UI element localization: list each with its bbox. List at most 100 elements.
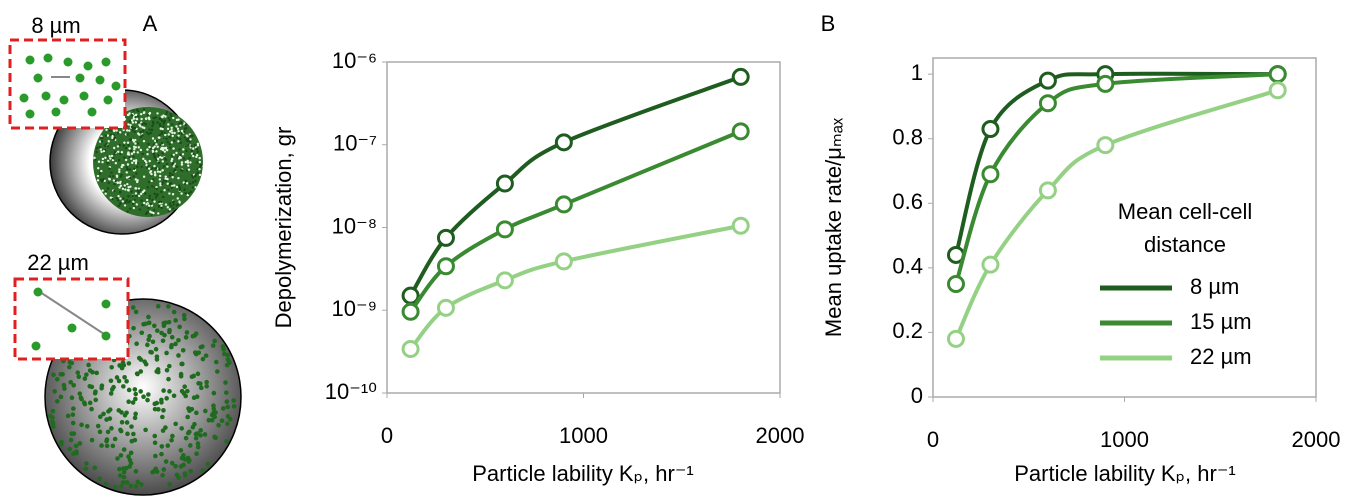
cell-dot bbox=[89, 406, 94, 412]
cell-dot bbox=[123, 141, 126, 144]
cell-dot bbox=[70, 420, 76, 426]
cell-dot bbox=[196, 161, 199, 164]
cell-dot bbox=[152, 122, 155, 125]
cell-dot bbox=[130, 305, 136, 310]
cell-dot bbox=[136, 180, 139, 184]
cell-dot bbox=[153, 173, 157, 176]
zoom-cell bbox=[83, 61, 93, 71]
cell-dot bbox=[113, 150, 117, 154]
cell-dot bbox=[163, 459, 169, 464]
cell-dot bbox=[200, 468, 206, 473]
cell-dot bbox=[107, 181, 111, 184]
cell-dot bbox=[141, 134, 144, 137]
cell-dot bbox=[175, 151, 178, 155]
zoom-cell bbox=[101, 57, 111, 67]
cell-dot bbox=[118, 131, 122, 134]
cell-dot bbox=[159, 400, 164, 405]
cell-dot bbox=[104, 443, 110, 449]
cell-dot bbox=[98, 172, 102, 175]
cell-dot bbox=[149, 171, 152, 174]
cell-dot bbox=[185, 182, 189, 185]
cell-dot bbox=[216, 422, 221, 428]
cell-dot bbox=[160, 190, 163, 194]
cell-dot bbox=[171, 393, 177, 399]
cell-dot bbox=[147, 164, 150, 168]
cell-dot bbox=[203, 353, 209, 358]
cell-dot bbox=[50, 415, 55, 420]
cell-dot bbox=[81, 400, 87, 406]
cell-dot bbox=[103, 481, 109, 487]
cell-dot bbox=[150, 128, 154, 132]
cell-dot bbox=[139, 482, 144, 487]
cell-dot bbox=[194, 186, 197, 189]
cell-dot bbox=[124, 480, 130, 485]
cell-dot bbox=[170, 154, 174, 157]
cell-dot bbox=[109, 426, 114, 431]
cell-dot bbox=[135, 172, 138, 175]
cell-dot bbox=[121, 474, 127, 480]
cell-cluster bbox=[93, 107, 203, 217]
legend-title-line: distance bbox=[1144, 232, 1226, 257]
data-point bbox=[401, 302, 420, 321]
cell-dot bbox=[123, 156, 126, 159]
cell-dot bbox=[161, 169, 164, 172]
cell-dot bbox=[118, 143, 121, 147]
cell-dot bbox=[145, 164, 148, 167]
cell-dot bbox=[160, 142, 164, 145]
cell-dot bbox=[141, 152, 144, 156]
cell-dot bbox=[136, 165, 139, 169]
cell-dot bbox=[122, 197, 125, 200]
cell-dot bbox=[148, 349, 153, 355]
cell-dot bbox=[209, 417, 215, 423]
cell-dot bbox=[136, 162, 140, 165]
cell-dot bbox=[167, 327, 172, 333]
panel-label: A bbox=[143, 11, 158, 36]
data-point bbox=[554, 195, 573, 214]
cell-dot bbox=[52, 389, 57, 394]
cell-dot bbox=[108, 178, 112, 181]
cell-dot bbox=[143, 361, 149, 367]
cell-dot bbox=[146, 152, 149, 156]
cell-dot bbox=[167, 123, 170, 126]
cell-dot bbox=[179, 124, 182, 127]
data-point bbox=[1038, 181, 1057, 200]
cell-dot bbox=[97, 160, 101, 163]
cell-dot bbox=[118, 190, 122, 194]
cell-dot bbox=[177, 134, 180, 137]
cell-dot bbox=[164, 158, 168, 161]
cell-dot bbox=[93, 397, 99, 403]
cell-dot bbox=[154, 167, 158, 170]
cell-dot bbox=[126, 153, 130, 156]
cell-dot bbox=[139, 148, 143, 152]
cell-dot bbox=[58, 394, 64, 400]
cell-dot bbox=[211, 406, 217, 412]
cell-dot bbox=[179, 153, 182, 157]
cell-dot bbox=[137, 187, 141, 190]
cell-dot bbox=[159, 444, 165, 449]
cell-dot bbox=[128, 147, 131, 150]
cell-dot bbox=[167, 188, 170, 191]
cell-dot bbox=[150, 339, 156, 345]
x-tick-label: 0 bbox=[927, 427, 939, 452]
cell-dot bbox=[106, 159, 110, 163]
cell-dot bbox=[178, 184, 181, 187]
cell-dot bbox=[129, 157, 133, 160]
cell-dot bbox=[175, 185, 179, 189]
y-tick-label: 0 bbox=[911, 383, 923, 408]
cell-dot bbox=[105, 128, 108, 132]
cell-dot bbox=[185, 430, 191, 436]
cell-dot bbox=[146, 337, 151, 342]
cell-dot bbox=[148, 111, 152, 115]
cell-dot bbox=[160, 414, 165, 420]
cell-dot bbox=[180, 129, 184, 133]
cell-dot bbox=[129, 185, 132, 188]
cell-dot bbox=[171, 207, 175, 210]
cell-dot bbox=[189, 190, 193, 194]
cell-dot bbox=[184, 182, 187, 186]
cell-dot bbox=[166, 177, 169, 181]
cell-dot bbox=[138, 389, 143, 394]
cell-dot bbox=[140, 199, 143, 202]
cell-dot bbox=[184, 179, 187, 183]
cell-dot bbox=[168, 174, 171, 177]
